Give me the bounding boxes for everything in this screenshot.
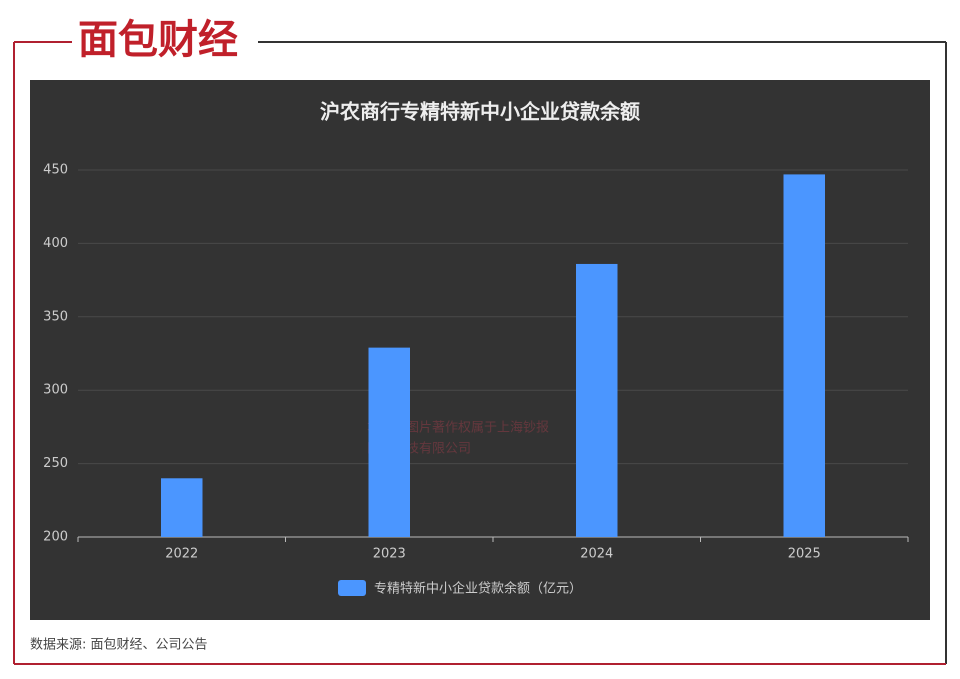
brand-logo: 面包财经 bbox=[78, 17, 238, 63]
x-tick-label: 2023 bbox=[373, 547, 406, 562]
y-tick-label: 450 bbox=[43, 163, 68, 178]
y-tick-label: 300 bbox=[43, 383, 68, 398]
source-note: 数据来源: 面包财经、公司公告 bbox=[30, 638, 208, 653]
legend-swatch bbox=[338, 580, 366, 596]
watermark-text: 本图表图片著作权属于上海钞报 bbox=[367, 420, 549, 436]
bar bbox=[783, 174, 825, 538]
chart-title: 沪农商行专精特新中小企业贷款余额 bbox=[320, 100, 640, 124]
x-tick-label: 2024 bbox=[580, 547, 613, 562]
y-tick-label: 250 bbox=[43, 456, 68, 471]
x-tick-label: 2025 bbox=[788, 547, 821, 562]
y-tick-label: 350 bbox=[43, 309, 68, 324]
y-tick-label: 200 bbox=[43, 530, 68, 545]
bar bbox=[161, 478, 203, 537]
y-tick-label: 400 bbox=[43, 236, 68, 251]
x-tick-label: 2022 bbox=[165, 547, 198, 562]
bar bbox=[368, 347, 410, 537]
legend-label: 专精特新中小企业贷款余额（亿元） bbox=[374, 581, 582, 597]
bar bbox=[576, 263, 618, 537]
